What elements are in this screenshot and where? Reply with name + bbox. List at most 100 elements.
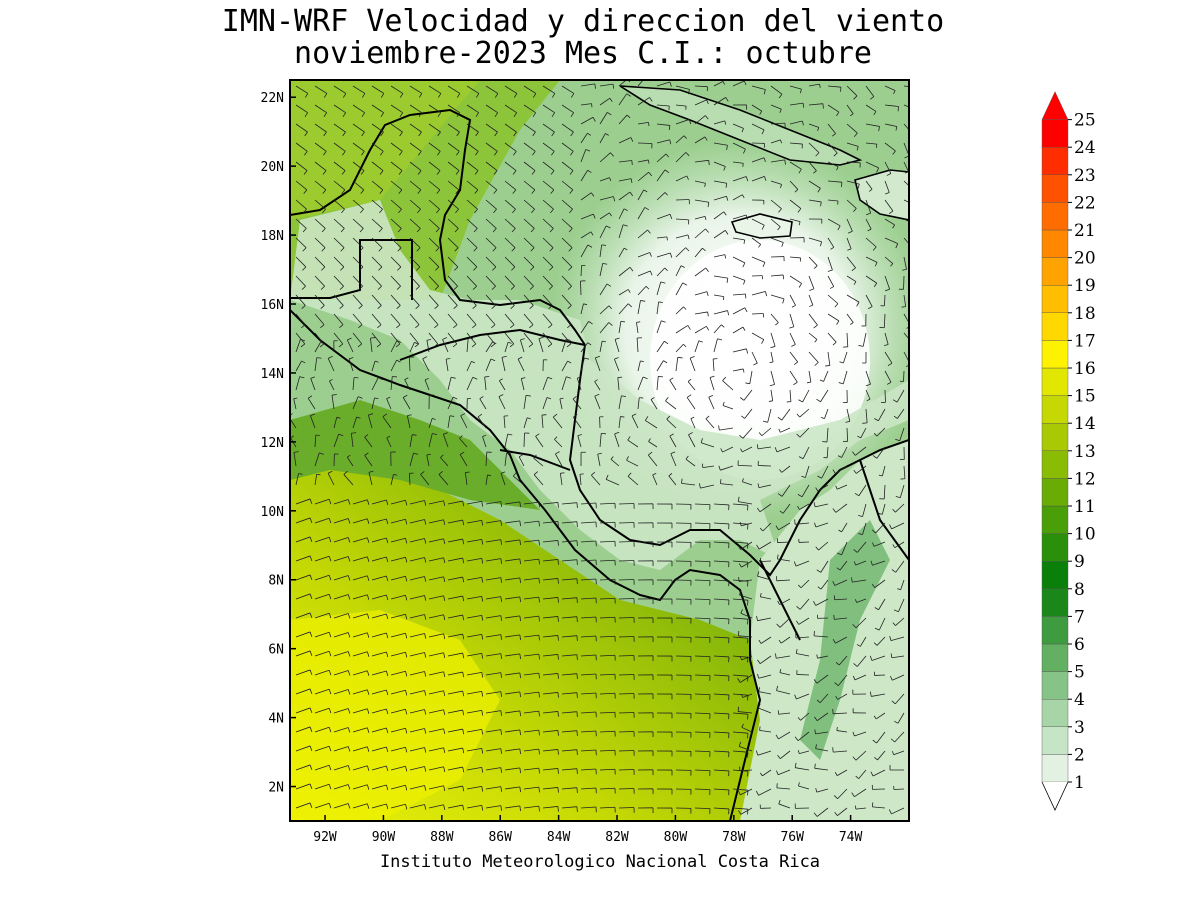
wind-barb [900,465,906,480]
wind-barb [833,614,848,620]
border-colombia-venezuela [859,459,909,561]
wind-barb [371,765,389,772]
wind-barb [813,807,829,817]
wind-barb [637,252,652,258]
wind-barb [561,218,573,233]
wind-barb [713,579,730,587]
wind-barb [386,396,392,410]
wind-barb [409,434,417,448]
wind-barb [580,149,591,163]
wind-barb [857,427,867,439]
wind-barb [523,558,540,565]
wind-barb [314,473,321,486]
wind-barb [485,691,503,697]
border-nicaragua-costa-rica [499,449,571,471]
wind-barb [852,617,867,629]
wind-barb [599,730,616,737]
wind-barb [504,142,517,156]
wind-barb [694,267,709,277]
wind-barb [409,709,427,715]
wind-barb [738,576,753,582]
wind-barb [892,750,905,756]
wind-barb [352,294,363,309]
lat-tick-label: 6N [268,643,284,658]
wind-barb [314,199,326,214]
lat-tick-label: 22N [261,91,284,106]
wind-barb [314,332,325,348]
wind-barb [713,655,730,663]
wind-barb [789,120,804,126]
wind-barb [329,379,335,391]
wind-barb [675,247,690,258]
wind-barb [845,408,851,423]
colorbar-label: 22 [1074,193,1096,213]
wind-barb [447,237,459,252]
wind-barb [618,266,634,277]
wind-barb [523,142,536,156]
wind-barb [817,465,829,479]
wind-barb [466,633,484,640]
wind-barb [618,160,633,166]
wind-barb [718,465,734,471]
wind-barb [561,338,571,353]
wind-barb [352,765,370,771]
wind-barb [390,161,403,175]
wind-barb [542,359,548,372]
wind-barb [637,397,644,410]
wind-barb [618,560,635,566]
wind-barb [793,560,810,567]
wind-barb [903,218,909,222]
wind-barb [694,136,708,144]
wind-barb [314,783,332,790]
wind-barb [390,218,402,233]
wind-barb [814,763,829,771]
wind-barb [390,651,408,658]
wind-barb [694,215,707,221]
wind-barb [738,741,753,752]
wind-barb [428,161,441,175]
wind-barb [813,502,829,508]
wind-barb [333,256,345,271]
wind-barb [314,745,332,752]
wind-barb [466,519,484,526]
wind-barb [675,503,692,510]
wind-barb [770,139,782,144]
wind-barb [708,394,715,410]
wind-barb [371,397,379,410]
wind-barb [827,104,840,117]
wind-barb [314,650,332,657]
wind-barb [825,351,831,367]
wind-barb [409,256,421,271]
wind-barb [523,691,540,698]
wind-barb [770,274,784,280]
wind-barb [675,343,687,353]
wind-barb [656,560,673,567]
wind-barb [477,413,487,429]
lat-tick-label: 8N [268,574,284,589]
wind-barb [777,710,791,715]
wind-barb [542,730,559,736]
wind-barb [737,706,753,714]
wind-barb [554,436,563,448]
hispaniola-land [854,169,909,221]
colorbar-swatch [1041,340,1069,369]
wind-barb [466,218,478,233]
wind-barb [872,541,886,547]
wind-barb [333,765,351,771]
wind-barb [808,275,815,291]
wind-barb [618,788,635,794]
wind-barb [371,180,384,194]
wind-barb [599,540,616,547]
wind-barb [371,575,389,582]
wind-barb [842,427,849,442]
wind-barb [523,123,536,137]
wind-barb [485,729,503,735]
wind-barb [884,351,893,366]
wind-barb [618,137,634,144]
wind-barb [422,356,430,372]
wind-barb [352,237,364,252]
wind-barb [889,635,905,642]
wind-barb [390,104,404,118]
wind-barb [504,161,517,175]
wind-barb [371,727,389,734]
